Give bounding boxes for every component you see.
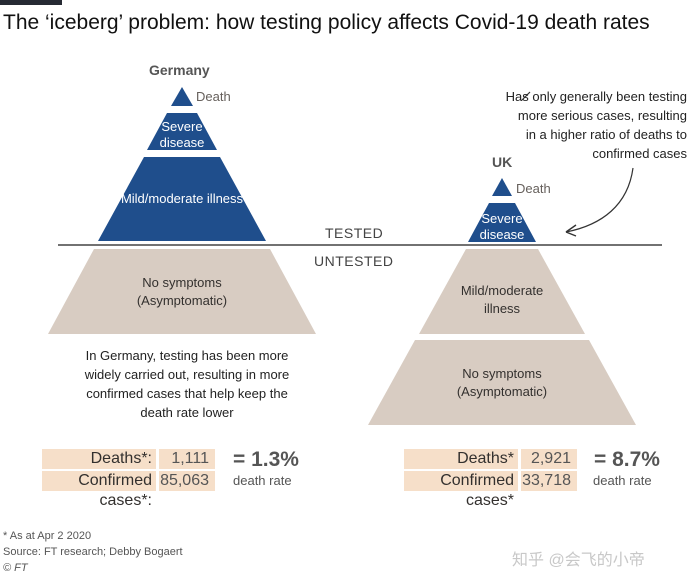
germany-cases-label: Confirmed cases*: — [42, 471, 156, 509]
germany-death-rate: = 1.3% — [233, 448, 299, 471]
untested-label: UNTESTED — [314, 253, 394, 269]
tested-label: TESTED — [325, 225, 384, 241]
top-accent-bar — [0, 0, 62, 5]
annotation-tick — [521, 91, 531, 101]
germany-asymptomatic-label: No symptoms (Asymptomatic) — [136, 275, 228, 308]
uk-deaths-label: Deaths* — [404, 449, 518, 469]
uk-severe-tier — [468, 203, 536, 242]
uk-cases-label: Confirmed cases* — [404, 471, 518, 509]
germany-deaths-value: 1,111 — [159, 449, 215, 469]
uk-annotation: Has only generally been testing more ser… — [505, 89, 687, 161]
uk-mild-tier — [419, 249, 585, 334]
uk-deaths-value: 2,921 — [521, 449, 577, 469]
annotation-arrow — [565, 167, 634, 233]
uk-death-rate-label: death rate — [593, 473, 652, 488]
germany-mild-label: Mild/moderate illness — [120, 191, 244, 206]
germany-asymptomatic-tier — [48, 249, 316, 334]
uk-severe-label: Severe disease — [479, 211, 525, 242]
germany-heading: Germany — [149, 62, 210, 78]
germany-severe-label: Severe disease — [159, 119, 205, 150]
annotation-arrowhead — [565, 224, 577, 237]
ft-credit: © FT — [3, 562, 28, 574]
germany-note: In Germany, testing has been more widely… — [84, 348, 290, 420]
footnote: * As at Apr 2 2020 — [3, 530, 92, 542]
germany-death-tier — [171, 87, 193, 106]
uk-cases-value: 33,718 — [521, 471, 577, 491]
germany-death-rate-label: death rate — [233, 473, 292, 488]
germany-cases-value: 85,063 — [159, 471, 215, 491]
germany-death-label: Death — [196, 89, 231, 104]
uk-death-tier — [492, 178, 512, 196]
watermark: 知乎 @会飞的小帝 — [512, 552, 645, 569]
uk-asymptomatic-label: No symptoms (Asymptomatic) — [456, 366, 548, 399]
uk-mild-label: Mild/moderate illness — [460, 283, 544, 316]
germany-severe-tier — [147, 113, 217, 150]
germany-deaths-label: Deaths*: — [42, 449, 156, 469]
chart-title: The ‘iceberg’ problem: how testing polic… — [3, 11, 650, 34]
uk-death-rate: = 8.7% — [594, 448, 660, 471]
uk-heading: UK — [492, 154, 513, 170]
source-line: Source: FT research; Debby Bogaert — [3, 546, 183, 558]
uk-asymptomatic-tier — [368, 340, 636, 425]
uk-death-label: Death — [516, 181, 551, 196]
germany-mild-tier — [98, 157, 266, 241]
